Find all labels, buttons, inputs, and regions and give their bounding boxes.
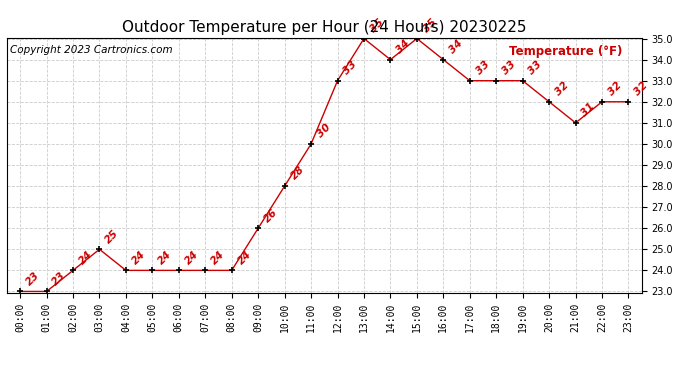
Text: 23: 23 <box>24 270 41 287</box>
Text: 34: 34 <box>395 38 412 56</box>
Text: 24: 24 <box>157 249 174 266</box>
Text: 28: 28 <box>289 165 306 182</box>
Text: 35: 35 <box>368 17 386 34</box>
Text: Copyright 2023 Cartronics.com: Copyright 2023 Cartronics.com <box>10 45 172 55</box>
Text: 33: 33 <box>342 59 359 76</box>
Title: Outdoor Temperature per Hour (24 Hours) 20230225: Outdoor Temperature per Hour (24 Hours) … <box>122 20 526 35</box>
Text: 24: 24 <box>183 249 200 266</box>
Text: 24: 24 <box>77 249 95 266</box>
Text: 25: 25 <box>104 228 121 245</box>
Text: Temperature (°F): Temperature (°F) <box>509 45 622 58</box>
Text: 35: 35 <box>421 17 438 34</box>
Text: 33: 33 <box>527 59 544 76</box>
Text: 24: 24 <box>130 249 148 266</box>
Text: 26: 26 <box>262 207 279 224</box>
Text: 31: 31 <box>580 101 597 118</box>
Text: 32: 32 <box>553 80 571 98</box>
Text: 34: 34 <box>448 38 465 56</box>
Text: 24: 24 <box>236 249 253 266</box>
Text: 24: 24 <box>210 249 227 266</box>
Text: 33: 33 <box>500 59 518 76</box>
Text: 32: 32 <box>607 80 624 98</box>
Text: 30: 30 <box>315 122 333 140</box>
Text: 33: 33 <box>474 59 491 76</box>
Text: 32: 32 <box>633 80 650 98</box>
Text: 23: 23 <box>51 270 68 287</box>
